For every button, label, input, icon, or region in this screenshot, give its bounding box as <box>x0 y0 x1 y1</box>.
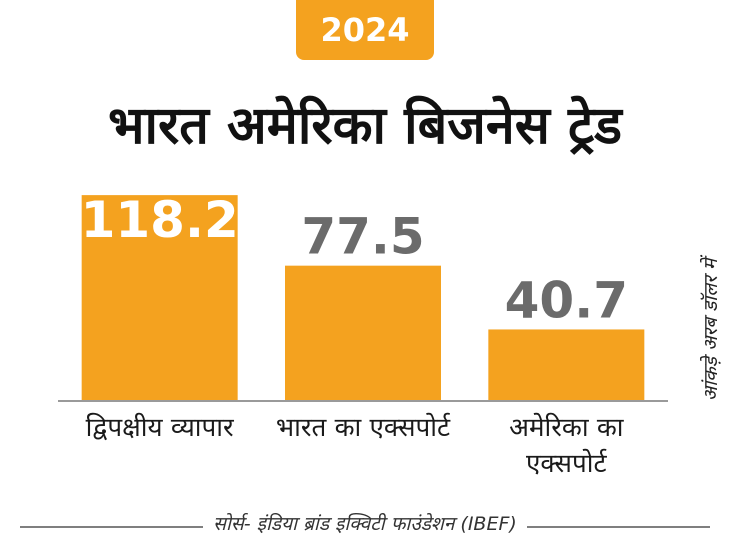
value-label: 40.7 <box>505 271 628 329</box>
x-tick-label: द्विपक्षीय व्यापार <box>85 413 234 443</box>
value-label: 118.2 <box>81 191 239 249</box>
x-tick-label: भारत का एक्सपोर्ट <box>275 413 451 443</box>
bar <box>488 329 645 400</box>
source-note: सोर्स- इंडिया ब्रांड इक्विटी फाउंडेशन (I… <box>0 510 730 536</box>
y-axis-label: आंकड़े अरब डॉलर में <box>700 258 722 402</box>
bar <box>285 265 441 400</box>
bar <box>81 195 238 400</box>
source-text: सोर्स- इंडिया ब्रांड इक्विटी फाउंडेशन (I… <box>203 513 527 535</box>
value-label: 77.5 <box>301 208 424 266</box>
year-badge: 2024 <box>296 0 434 60</box>
chart-title: भारत अमेरिका बिजनेस ट्रेड <box>108 96 622 156</box>
x-tick-label: अमेरिका का एक्सपोर्ट <box>509 413 624 479</box>
